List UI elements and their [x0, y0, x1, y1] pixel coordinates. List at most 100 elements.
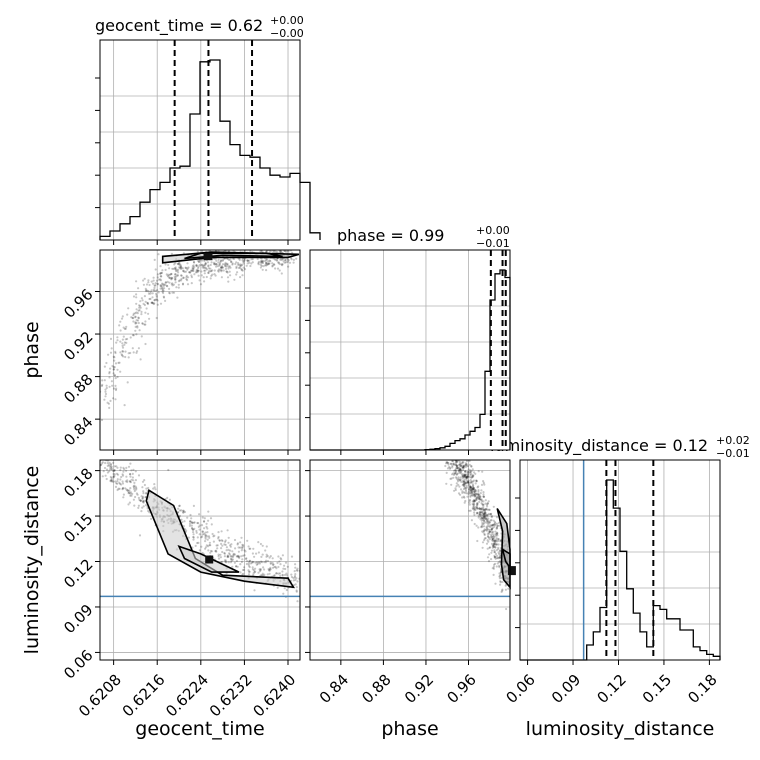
sample-point [239, 546, 242, 549]
sample-point [124, 487, 127, 490]
sample-point [472, 486, 476, 490]
sample-point [481, 511, 484, 514]
sample-point [127, 465, 131, 468]
sample-point [492, 537, 495, 541]
sample-point [454, 476, 458, 479]
sample-point [147, 279, 150, 282]
sample-point [262, 260, 265, 263]
sample-point [296, 600, 299, 603]
sample-point [264, 259, 267, 263]
sample-point [278, 572, 282, 575]
sample-point [462, 479, 465, 482]
sample-point [255, 561, 258, 564]
sample-point [472, 489, 475, 492]
sample-point [237, 262, 240, 265]
sample-point [473, 507, 476, 510]
sample-point [151, 301, 154, 305]
sample-point [121, 488, 124, 491]
sample-point [205, 525, 208, 529]
sample-point [247, 247, 249, 249]
sample-point [190, 520, 193, 523]
sample-point [467, 480, 470, 483]
tick-marks [305, 287, 470, 455]
sample-point [132, 498, 135, 501]
sample-point [472, 487, 475, 491]
sample-point [490, 535, 493, 538]
sample-point [485, 508, 488, 511]
sample-point [226, 271, 229, 274]
sample-point [473, 498, 476, 501]
sample-point [489, 513, 492, 516]
sample-point [123, 468, 126, 471]
sample-point [483, 516, 486, 519]
sample-point [464, 473, 467, 476]
sample-point [255, 563, 258, 566]
sample-point [132, 468, 135, 471]
sample-point [483, 533, 486, 537]
sample-point [499, 550, 502, 553]
sample-point [113, 374, 116, 377]
sample-point [265, 264, 268, 267]
sample-point [476, 502, 479, 505]
sample-point [225, 270, 228, 273]
sample-point [473, 507, 476, 510]
sample-point [192, 264, 195, 267]
sample-point [296, 567, 299, 570]
sample-point [218, 244, 220, 246]
sample-point [139, 304, 142, 308]
sample-point [228, 270, 231, 273]
sample-point [182, 269, 185, 272]
sample-point [218, 262, 222, 265]
sample-point [463, 484, 466, 487]
sample-point [198, 528, 201, 531]
sample-point [253, 589, 256, 592]
sample-point [228, 265, 231, 268]
sample-point [471, 507, 474, 510]
sample-point [204, 262, 207, 265]
sample-point [135, 321, 138, 325]
sample-point [203, 242, 205, 244]
sample-point [482, 508, 485, 511]
sample-point [275, 572, 278, 575]
sample-point [499, 571, 503, 574]
sample-point [461, 473, 464, 476]
sample-point [112, 368, 116, 371]
sample-point [242, 545, 245, 548]
sample-point [219, 556, 222, 559]
sample-point [200, 545, 203, 548]
sample-point [495, 540, 498, 543]
sample-point [156, 282, 159, 285]
sample-point [137, 321, 140, 325]
sample-point [491, 544, 494, 548]
sample-point [233, 538, 237, 542]
sample-point [458, 460, 461, 464]
sample-point [192, 260, 195, 264]
sample-point [193, 527, 196, 530]
sample-point [197, 269, 200, 272]
sample-point [244, 247, 246, 249]
sample-point [150, 289, 153, 292]
sample-point [477, 494, 480, 497]
sample-point [266, 560, 270, 563]
sample-point [164, 281, 168, 284]
sample-point [134, 329, 137, 332]
sample-point [497, 551, 500, 554]
sample-point [466, 474, 469, 477]
sample-point [486, 520, 489, 524]
sample-point [242, 554, 245, 557]
sample-point [273, 565, 276, 569]
sample-point [144, 300, 147, 303]
sample-point [497, 543, 500, 546]
sample-point [285, 572, 288, 575]
sample-point [109, 399, 112, 402]
sample-point [207, 271, 210, 274]
sample-point [280, 272, 283, 275]
sample-point [113, 366, 116, 369]
sample-point [470, 481, 473, 484]
sample-point [452, 473, 456, 476]
sample-point [462, 461, 465, 464]
sample-point [464, 474, 467, 477]
sample-point [465, 481, 468, 484]
sample-point [473, 513, 476, 517]
sample-point [108, 385, 111, 388]
